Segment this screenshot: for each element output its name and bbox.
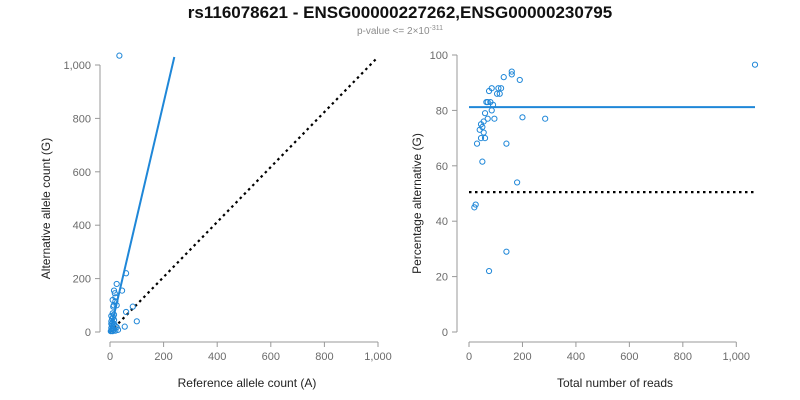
x-tick-label: 0	[107, 351, 113, 363]
y-axis-title: Percentage alternative (G)	[410, 133, 424, 274]
data-point	[496, 90, 503, 97]
data-point	[488, 85, 495, 92]
x-tick-label: 200	[513, 351, 531, 363]
data-point	[493, 90, 501, 97]
y-axis-title: Alternative allele count (G)	[39, 138, 53, 279]
data-point	[476, 126, 483, 133]
data-point	[110, 303, 117, 310]
data-point	[118, 287, 126, 294]
x-axis-title: Total number of reads	[557, 376, 673, 390]
data-point	[110, 287, 118, 294]
figure-title: rs116078621 - ENSG00000227262,ENSG000002…	[187, 3, 613, 22]
data-point	[484, 115, 491, 122]
data-point	[481, 110, 489, 117]
reference-line	[109, 56, 379, 333]
data-point	[485, 267, 493, 275]
data-point	[133, 318, 140, 325]
data-point	[481, 135, 489, 142]
y-tick-label: 60	[436, 161, 448, 173]
data-point	[112, 327, 119, 334]
data-point	[122, 308, 130, 316]
figure-subtitle: p-value <= 2×10-311	[0, 25, 800, 37]
data-point	[480, 129, 487, 136]
x-tick-label: 1,000	[364, 351, 392, 363]
y-tick-label: 100	[430, 50, 448, 62]
subtitle-prefix: p-value <= 2×10	[356, 26, 430, 37]
data-point	[129, 303, 136, 310]
subtitle-exponent: -311	[429, 25, 444, 32]
data-point	[519, 114, 526, 121]
y-tick-label: 600	[73, 167, 91, 179]
data-point	[116, 52, 123, 59]
y-tick-label: 80	[436, 105, 448, 117]
data-point	[508, 68, 515, 75]
data-point	[516, 76, 523, 84]
data-point	[491, 115, 498, 122]
data-point	[508, 71, 515, 78]
y-tick-label: 20	[436, 272, 448, 284]
x-axis-title: Reference allele count (A)	[178, 376, 317, 390]
data-point	[113, 302, 120, 309]
y-tick-label: 800	[73, 113, 91, 125]
data-point	[500, 74, 507, 81]
x-tick-label: 400	[567, 351, 585, 363]
data-point	[122, 270, 130, 277]
data-point	[514, 179, 521, 186]
allele-count-scatter-panel: 0 200 400 600 800 1,000 0 200 400 600 800 1,000 Refe…	[39, 52, 392, 390]
y-tick-label: 0	[85, 327, 91, 339]
data-point	[503, 140, 510, 147]
y-tick-label: 200	[73, 274, 91, 286]
x-tick-label: 200	[154, 351, 172, 363]
data-point	[542, 115, 549, 122]
data-point	[488, 107, 495, 114]
data-point	[503, 248, 510, 255]
data-point	[112, 298, 119, 305]
x-tick-label: 400	[208, 351, 226, 363]
y-tick-label: 40	[436, 216, 448, 228]
fit-line	[109, 56, 176, 333]
data-point	[497, 85, 505, 92]
x-tick-label: 600	[262, 351, 280, 363]
y-tick-label: 0	[442, 327, 448, 339]
data-point	[473, 140, 481, 147]
data-point	[484, 98, 491, 106]
data-point	[479, 158, 486, 165]
data-point	[113, 280, 120, 288]
data-point	[495, 85, 502, 92]
x-tick-label: 600	[620, 351, 638, 363]
data-point	[121, 323, 128, 330]
data-point	[107, 328, 114, 335]
data-point	[751, 61, 759, 68]
data-point	[489, 101, 497, 108]
percentage-alternative-scatter-panel: 0 200 400 600 800 1,000 0 20 40 60 80 100 Total numb…	[410, 50, 759, 390]
data-point	[111, 290, 118, 297]
x-tick-label: 800	[315, 351, 333, 363]
data-point	[109, 328, 116, 335]
data-point	[477, 135, 485, 142]
x-tick-label: 0	[466, 351, 472, 363]
x-tick-label: 800	[674, 351, 692, 363]
x-tick-label: 1,000	[723, 351, 751, 363]
data-point	[471, 204, 478, 211]
y-tick-label: 1,000	[63, 60, 91, 72]
y-tick-label: 400	[73, 220, 91, 232]
